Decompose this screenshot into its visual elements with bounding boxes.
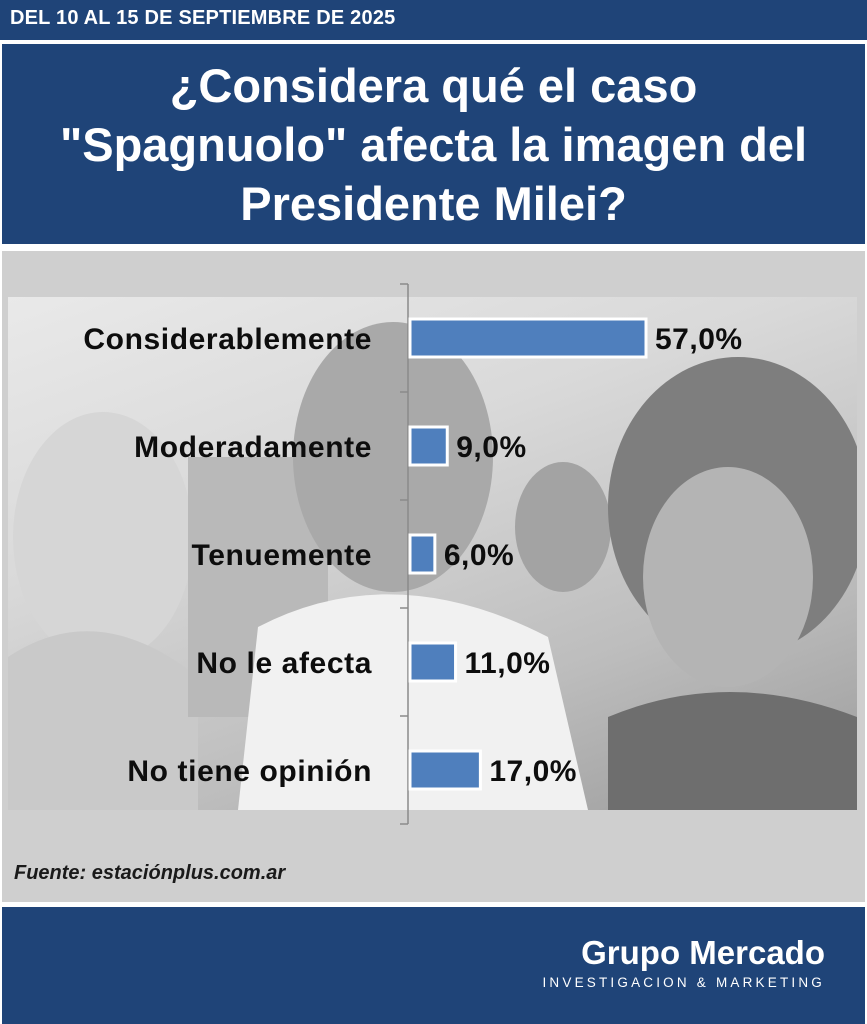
category-label: Tenuemente (192, 539, 372, 572)
background-photo (8, 297, 857, 810)
category-label: Considerablemente (83, 323, 372, 356)
value-label: 11,0% (465, 647, 551, 680)
category-label: No le afecta (196, 647, 372, 680)
date-range: DEL 10 AL 15 DE SEPTIEMBRE DE 2025 (10, 7, 396, 29)
value-label: 9,0% (456, 431, 526, 464)
category-labels: Considerablemente Moderadamente Tenuemente… (83, 323, 372, 788)
value-label: 6,0% (444, 539, 514, 572)
brand-tagline: INVESTIGACION & MARKETING (542, 975, 825, 990)
bar (408, 641, 458, 683)
category-label: No tiene opinión (127, 755, 372, 788)
footer-bar: Grupo Mercado INVESTIGACION & MARKETING (2, 907, 865, 1024)
source-note: Fuente: estaciónplus.com.ar (14, 862, 286, 884)
bar (408, 749, 482, 791)
value-label: 17,0% (489, 755, 577, 788)
axis-ticks (400, 283, 408, 825)
category-label: Moderadamente (134, 431, 372, 464)
bar (408, 425, 449, 467)
chart-question-title: ¿Considera qué el caso "Spagnuolo" afect… (59, 58, 808, 230)
value-labels: 57,0% 9,0% 6,0% 11,0% 17,0% (444, 323, 743, 788)
title-banner: ¿Considera qué el caso "Spagnuolo" afect… (2, 44, 865, 244)
bar (408, 533, 437, 575)
bar (408, 317, 648, 359)
date-banner: DEL 10 AL 15 DE SEPTIEMBRE DE 2025 (0, 0, 867, 40)
bars-group (408, 317, 648, 791)
value-label: 57,0% (655, 323, 743, 356)
brand-name: Grupo Mercado (581, 934, 825, 971)
